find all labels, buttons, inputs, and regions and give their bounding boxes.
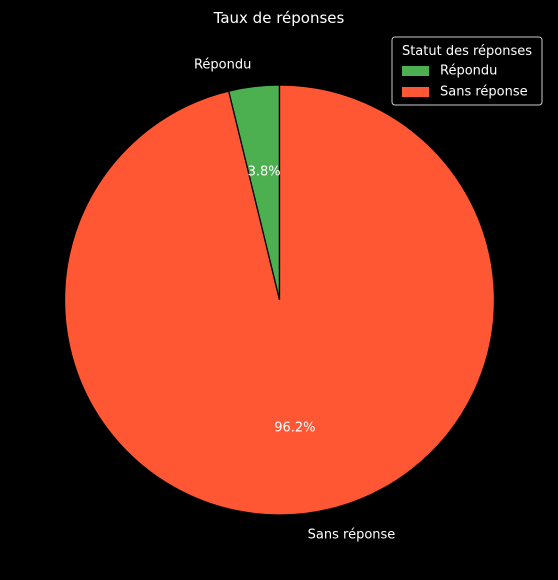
legend-frame xyxy=(391,36,543,106)
pie-slice-sans-reponse xyxy=(63,84,496,516)
pie-slice-labels: 3.8% Répondu 96.2% Sans réponse xyxy=(194,58,395,543)
pie-slice-label-sans-reponse: Sans réponse xyxy=(308,527,396,542)
legend-swatch-sans-reponse xyxy=(402,87,429,97)
pie-percent-label-sans-reponse: 96.2% xyxy=(274,421,315,436)
legend-swatch-repondu xyxy=(402,66,429,76)
legend-entry-repondu: Répondu xyxy=(440,64,497,79)
pie-percent-label-repondu: 3.8% xyxy=(248,164,281,179)
legend: Statut des réponses Répondu Sans réponse xyxy=(391,36,543,106)
legend-entry-sans-reponse: Sans réponse xyxy=(440,85,528,100)
pie-slices xyxy=(63,84,496,516)
legend-entries: Répondu Sans réponse xyxy=(402,64,528,100)
legend-title: Statut des réponses xyxy=(402,44,532,59)
pie-slice-label-repondu: Répondu xyxy=(194,58,251,73)
chart-title: Taux de réponses xyxy=(213,9,345,27)
